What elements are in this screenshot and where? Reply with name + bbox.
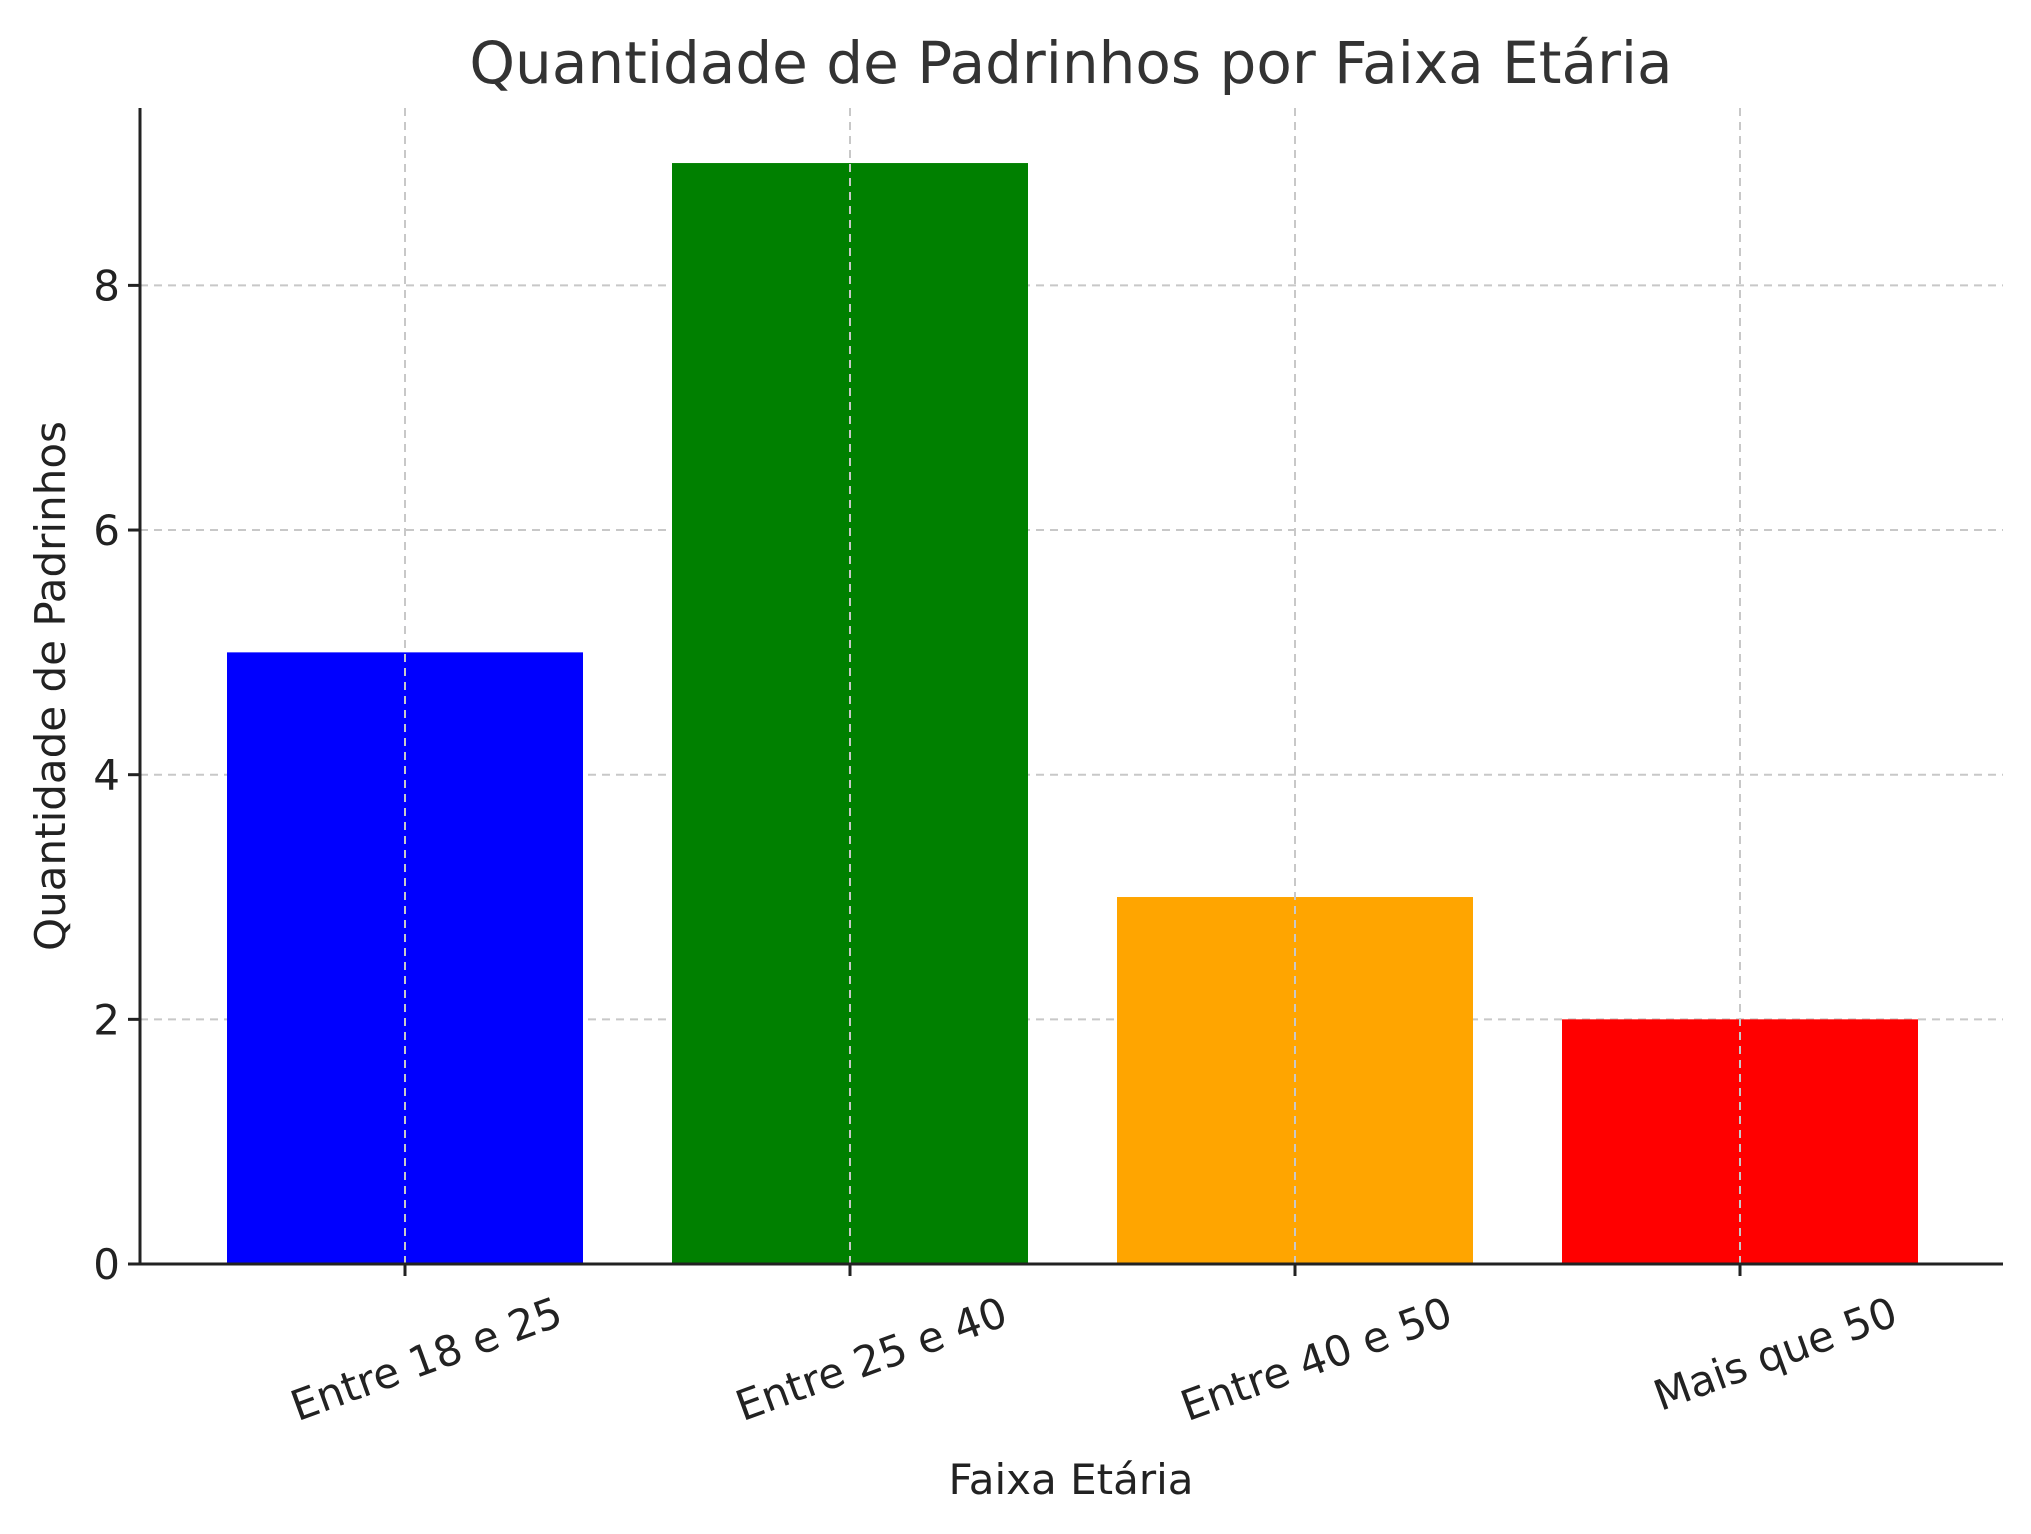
x-tick-label-3: Entre 40 e 50	[1174, 1287, 1458, 1430]
y-ticks: 0 2 4 6 8	[93, 261, 140, 1289]
chart-title: Quantidade de Padrinhos por Faixa Etária	[469, 29, 1672, 97]
x-tick-label-2: Entre 25 e 40	[729, 1287, 1013, 1430]
y-tick-label-0: 0	[93, 1240, 120, 1289]
y-tick-label-4: 8	[93, 261, 120, 310]
y-tick-label-1: 2	[93, 995, 120, 1044]
x-tick-label-4: Mais que 50	[1647, 1287, 1903, 1420]
y-tick-label-2: 4	[93, 751, 120, 800]
bar-4	[1562, 1019, 1918, 1264]
bars	[227, 163, 1918, 1265]
x-tick-label-1: Entre 18 e 25	[284, 1287, 568, 1430]
x-axis-label: Faixa Etária	[948, 1455, 1193, 1504]
y-axis-label: Quantidade de Padrinhos	[26, 421, 75, 951]
y-tick-label-3: 6	[93, 506, 120, 555]
axes	[138, 108, 2003, 1266]
x-ticks: Entre 18 e 25 Entre 25 e 40 Entre 40 e 50 M…	[284, 1264, 1903, 1431]
